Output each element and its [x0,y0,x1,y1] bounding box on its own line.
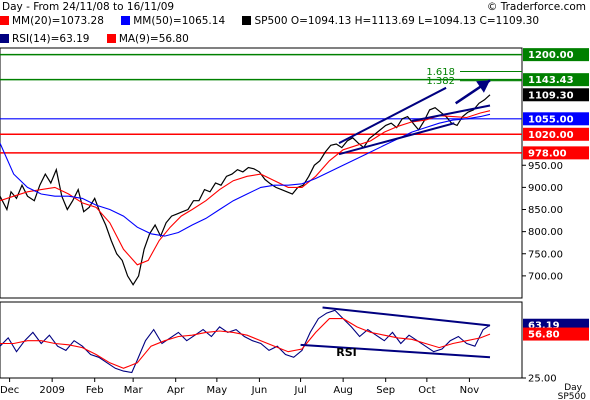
x-tick-label: 2009 [39,385,64,396]
rsi-annotation-label: RSI [336,346,357,359]
price-y-tick-label: 950.00 [528,161,563,172]
legend-text-mm20: MM(20)=1073.28 [12,15,104,27]
level-label: 1200.00 [528,50,574,61]
legend-item-mm50: MM(50)=1065.14 [121,15,225,28]
rsi-value-label: 56.80 [528,330,560,341]
legend-text-mm50: MM(50)=1065.14 [133,15,226,27]
level-label: 978.00 [528,148,567,159]
x-tick-label: Mar [124,385,144,396]
x-tick-label: Feb [86,385,104,396]
trendline [338,122,455,156]
price-series-line [0,94,491,286]
legend-text-ma9: MA(9)=56.80 [118,33,189,45]
price-y-tick-label: 900.00 [528,183,563,194]
level-label: 1020.00 [528,130,574,141]
rsi-trendline [300,343,491,359]
x-tick-label: Jul [294,385,307,396]
rsi-y-tick-label: 25.00 [528,374,557,385]
legend-item-sp500: SP500 O=1094.13 H=1113.69 L=1094.13 C=11… [242,15,539,28]
target-arrow-head [476,80,490,93]
trendline [411,104,491,122]
legend-swatch-mm50 [121,16,131,25]
level-label: 1143.43 [528,75,574,86]
level-label: 1055.00 [528,114,574,125]
x-tick-label: Nov [460,385,480,396]
legend-swatch-ma9 [106,34,116,43]
x-tick-label: Dec [0,385,19,396]
legend-item-rsi: RSI(14)=63.19 [0,33,89,46]
price-panel-frame [0,47,523,299]
legend-swatch-sp500 [242,16,252,25]
level-box [523,146,589,160]
trendline [338,86,447,145]
price-y-tick-label: 800.00 [528,227,563,238]
rsi-panel-frame [0,301,523,379]
level-label: 1109.30 [528,90,574,101]
x-tick-label: Aug [333,385,353,396]
legend-swatch-mm20 [0,16,9,25]
price-y-tick-label: 850.00 [528,205,563,216]
x-tick-label: Oct [418,385,435,396]
mm50-series-line [0,113,491,237]
fib-label: 1.618 [426,67,455,78]
level-box [523,88,589,102]
x-tick-label: Apr [167,385,185,396]
fib-label: 1.382 [426,76,455,87]
price-y-tick-label: 700.00 [528,271,563,282]
rsi-legend: RSI(14)=63.19 MA(9)=56.80 [0,33,203,46]
price-legend: MM(20)=1073.28 MM(50)=1065.14 SP500 O=10… [0,15,553,28]
x-axis-unit-label: Day [564,383,582,393]
level-box [523,48,589,62]
period-label: Day - From 24/11/08 to 16/11/09 [2,1,175,13]
rsi-ma-series-line [0,318,491,369]
legend-text-sp500: SP500 O=1094.13 H=1113.69 L=1094.13 C=11… [254,15,540,27]
legend-swatch-rsi [0,34,9,43]
rsi-trendline [322,306,491,327]
level-box [523,73,589,87]
rsi-series-line [0,309,491,374]
mm20-series-line [0,110,491,266]
rsi-value-label: 63.19 [528,321,560,332]
level-box [523,127,589,141]
x-axis-symbol-label: SP500 [558,392,587,400]
source-label: © Traderforce.com [486,1,586,13]
x-tick-label: May [207,385,228,396]
x-tick-label: Sep [376,385,395,396]
legend-item-ma9: MA(9)=56.80 [106,33,189,46]
legend-item-mm20: MM(20)=1073.28 [0,15,104,28]
price-y-tick-label: 750.00 [528,249,563,260]
x-tick-label: Jun [251,385,268,396]
rsi-value-box [523,327,589,341]
legend-text-rsi: RSI(14)=63.19 [12,33,90,45]
level-box [523,112,589,126]
